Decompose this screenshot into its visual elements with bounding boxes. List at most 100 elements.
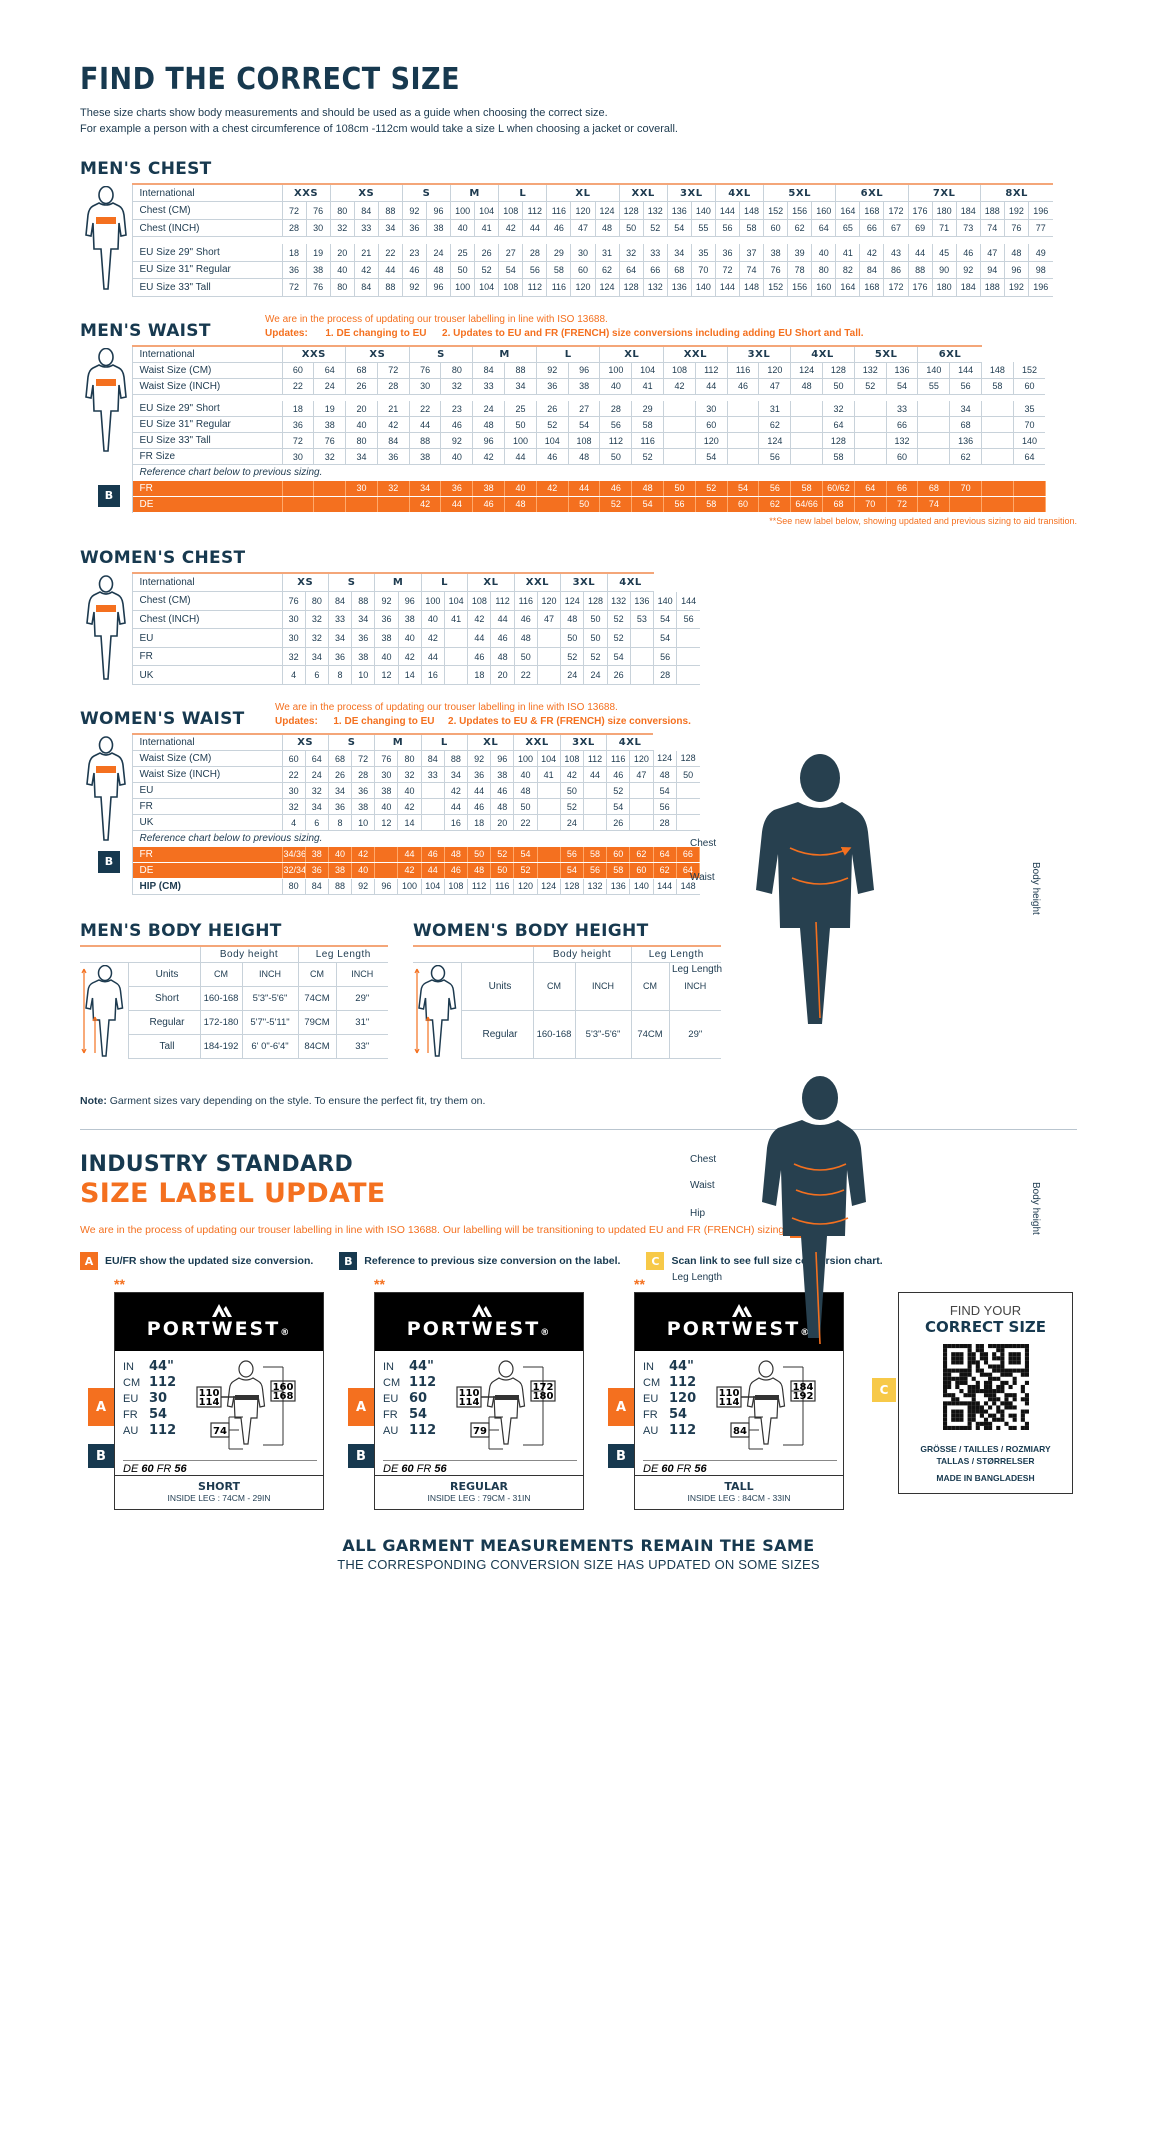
size-cell: 6: [305, 814, 329, 831]
size-cell: 32: [305, 628, 329, 648]
size-cell: 42: [398, 647, 422, 667]
size-cell: 104: [474, 201, 500, 220]
qr-code-icon[interactable]: [942, 1344, 1029, 1430]
size-cell: 52: [854, 378, 887, 395]
reference-cell: 72: [886, 496, 919, 513]
svg-text:74: 74: [213, 1426, 227, 1437]
table-row: Chest (INCH) 28 30 32 33 34 36 38 40 41 42 44 46 47 48…: [80, 219, 1077, 238]
size-cell: 25: [504, 401, 537, 417]
table-row: EU Size 29" Short 18 19 20 21 22 23 24 25 26 27 28 2…: [80, 244, 1077, 262]
spec-value: 112: [149, 1423, 177, 1438]
size-cell: 28: [377, 378, 410, 395]
reference-cell: [537, 846, 561, 863]
inside-leg: INSIDE LEG : 84CM - 33IN: [687, 1493, 791, 1503]
reference-cell: 48: [467, 862, 492, 879]
section-heading-womens-chest: WOMEN'S CHEST: [80, 547, 246, 568]
mens-waist-notice: We are in the process of updating our tr…: [265, 313, 864, 341]
size-header: 4XL: [715, 183, 765, 203]
size-cell: 136: [667, 201, 692, 220]
size-header: XXS: [282, 344, 347, 363]
section-heading-womens-height: WOMEN'S BODY HEIGHT: [413, 920, 649, 941]
size-cell: 60: [282, 750, 306, 767]
size-cell: 76: [313, 432, 347, 449]
label-card: ** PORTWEST® IN 44" CM 112 EU 30 FR 54 AU 112 110 1…: [88, 1276, 324, 1510]
size-cell: 140: [629, 878, 654, 895]
size-cell: 33: [643, 244, 668, 262]
fit-diagram-icon: 110 114 172 180 79: [455, 1360, 556, 1450]
size-cell: 152: [763, 278, 789, 297]
size-cell: 60: [763, 219, 789, 238]
size-cell: 28: [653, 814, 677, 831]
size-cell: 50: [560, 628, 585, 648]
size-header: 3XL: [727, 344, 792, 363]
reference-cell: 52: [490, 846, 515, 863]
height-cell: 6' 0"-6'4": [242, 1034, 299, 1060]
height-units-row: Units CM INCH CM INCH: [413, 962, 722, 1059]
size-cell: 144: [653, 878, 677, 895]
size-cell: 124: [790, 362, 824, 379]
height-cell: 84CM: [298, 1034, 337, 1060]
size-cell: 28: [282, 219, 307, 238]
size-cell: 72: [282, 432, 315, 449]
womens-waist-table-wrap: International XS S M L XL XXL 3XL 4XL Waist Size …: [80, 733, 701, 895]
size-cell: [421, 814, 445, 831]
size-cell: 72: [351, 750, 376, 767]
size-cell: [537, 814, 561, 831]
reference-cell: 70: [949, 480, 983, 497]
size-cell: 4: [282, 665, 306, 685]
spec-key: IN: [123, 1361, 134, 1373]
size-cell: 144: [715, 201, 740, 220]
svg-text:192: 192: [792, 1391, 813, 1402]
size-cell: 50: [583, 628, 608, 648]
row-label: EU: [132, 782, 283, 799]
size-cell: 30: [282, 448, 315, 465]
size-cell: 32: [619, 244, 644, 262]
size-cell: 62: [758, 416, 792, 433]
size-cell: 38: [374, 628, 399, 648]
size-cell: 34: [351, 610, 376, 630]
spec-row: AU 112: [123, 1423, 176, 1439]
size-header: XXL: [619, 183, 668, 203]
table-row: UK 4 6 8 10 12 14 16 18 20 22 24 26 28: [80, 814, 700, 831]
size-cell: 44: [908, 244, 933, 262]
size-header: 4XL: [607, 571, 654, 593]
size-cell: 48: [514, 628, 538, 648]
badge-a-card: A: [88, 1388, 114, 1426]
svg-text:184: 184: [792, 1382, 813, 1393]
reference-row-label: DE: [132, 862, 283, 879]
reference-row: DE 42 44 46 48 50 52 54 56 58 60 62 64/66 68 70 72 74: [80, 496, 1077, 513]
size-cell: 60: [886, 448, 919, 465]
spec-key: EU: [383, 1393, 399, 1405]
size-cell: 58: [822, 448, 855, 465]
size-cell: 92: [351, 878, 376, 895]
size-cell: 18: [282, 244, 307, 262]
size-cell: 92: [536, 362, 569, 379]
spec-key: IN: [383, 1361, 394, 1373]
table-row: Waist Size (CM) 60 64 68 72 76 80 84 88 92 96 100 10…: [80, 362, 1077, 379]
size-cell: 32: [822, 401, 855, 417]
label-diagram: 110 114 184 192 84: [696, 1359, 835, 1455]
female-chest-label: Chest: [690, 1154, 717, 1165]
reference-row-label: FR: [132, 846, 283, 863]
size-cell: 28: [653, 665, 678, 685]
size-cell: 19: [313, 401, 347, 417]
size-cell: 116: [606, 750, 631, 767]
size-cell: 42: [377, 416, 410, 433]
height-cell: 184-192: [200, 1034, 243, 1060]
size-cell: 38: [374, 782, 399, 799]
size-cell: 132: [583, 878, 608, 895]
table-row: Chest (CM) 76 80 84 88 92 96 100 104 108 112 116 120…: [80, 591, 700, 611]
svg-text:114: 114: [718, 1397, 739, 1408]
size-cell: 36: [536, 378, 569, 395]
size-cell: 80: [440, 362, 474, 379]
size-cell: 144: [715, 278, 740, 297]
size-cell: 40: [330, 261, 355, 280]
size-cell: 52: [560, 647, 585, 667]
row-label: EU Size 33" Tall: [132, 278, 283, 297]
size-cell: 32: [282, 647, 306, 667]
table-row: EU 30 32 34 36 38 40 42 44 46 48 50 52 54: [80, 782, 700, 799]
size-cell: 108: [568, 432, 601, 449]
size-cell: 22: [378, 244, 403, 262]
body-figure-cell: [80, 345, 133, 512]
size-cell: 112: [599, 432, 633, 449]
